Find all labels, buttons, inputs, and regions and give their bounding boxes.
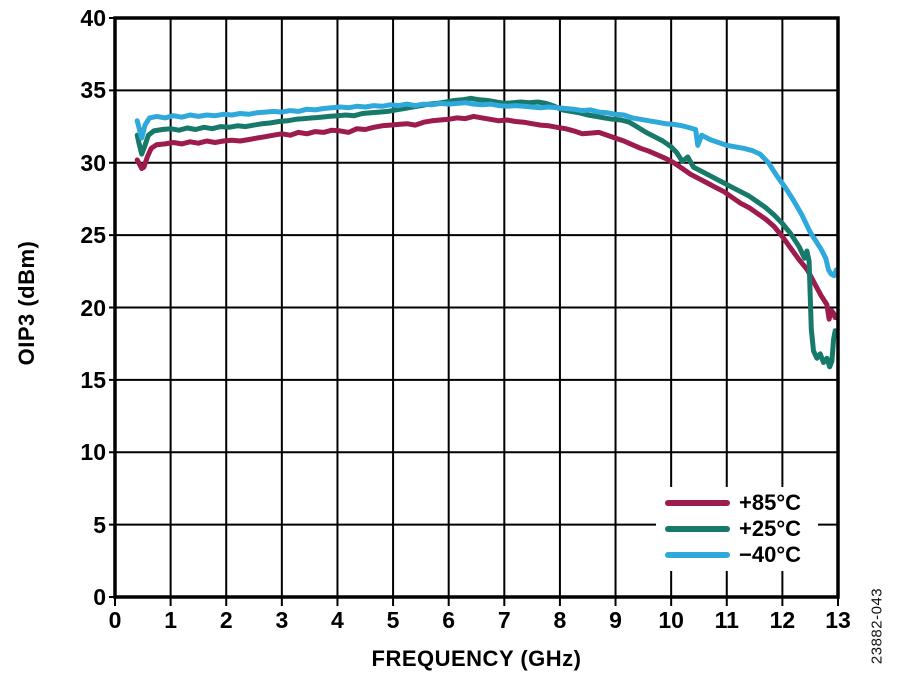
x-axis-title: FREQUENCY (GHz)	[371, 646, 582, 671]
y-tick-label: 0	[93, 584, 106, 610]
y-tick-label: 10	[80, 439, 106, 466]
y-tick-label: 5	[93, 511, 106, 538]
x-tick-label: 5	[386, 607, 400, 633]
legend-line-swatch	[665, 552, 730, 558]
x-tick-label: 3	[275, 607, 289, 633]
x-tick-label: 8	[553, 607, 567, 633]
x-tick-label: 0	[108, 607, 122, 633]
x-tick-label: 1	[164, 607, 177, 633]
legend-label: −40°C	[739, 542, 802, 567]
x-tick-label: 11	[714, 607, 739, 633]
x-tick-label: 6	[442, 607, 456, 633]
y-tick-label: 40	[80, 5, 106, 31]
legend-item: −40°C	[656, 542, 818, 568]
x-tick-label: 13	[825, 607, 851, 633]
series-line-85C	[134, 113, 838, 322]
legend-label: +85°C	[739, 490, 802, 515]
x-tick-label: 9	[609, 607, 622, 633]
x-tick-label: 12	[769, 607, 796, 633]
series-line-40C	[134, 100, 839, 279]
y-tick-label: 35	[80, 77, 106, 104]
legend: +85°C +25°C −40°C	[656, 487, 818, 571]
series-line-25C	[134, 95, 838, 370]
legend-line-swatch	[665, 500, 730, 506]
x-tick-label: 10	[658, 607, 684, 633]
legend-label: +25°C	[739, 516, 802, 541]
x-tick-label: 4	[331, 607, 344, 633]
legend-line-swatch	[665, 526, 730, 532]
y-tick-label: 25	[80, 222, 106, 249]
plot-frame	[113, 16, 840, 599]
figure-number: 23882-043	[868, 587, 886, 665]
y-axis-title: OIP3 (dBm)	[14, 240, 39, 366]
x-tick-label: 2	[219, 607, 233, 633]
legend-item: +25°C	[656, 516, 818, 542]
x-tick-label: 7	[497, 607, 511, 633]
y-tick-label: 20	[80, 294, 106, 321]
y-tick-label: 30	[80, 149, 106, 176]
legend-item: +85°C	[656, 490, 818, 516]
y-tick-label: 15	[80, 366, 106, 393]
